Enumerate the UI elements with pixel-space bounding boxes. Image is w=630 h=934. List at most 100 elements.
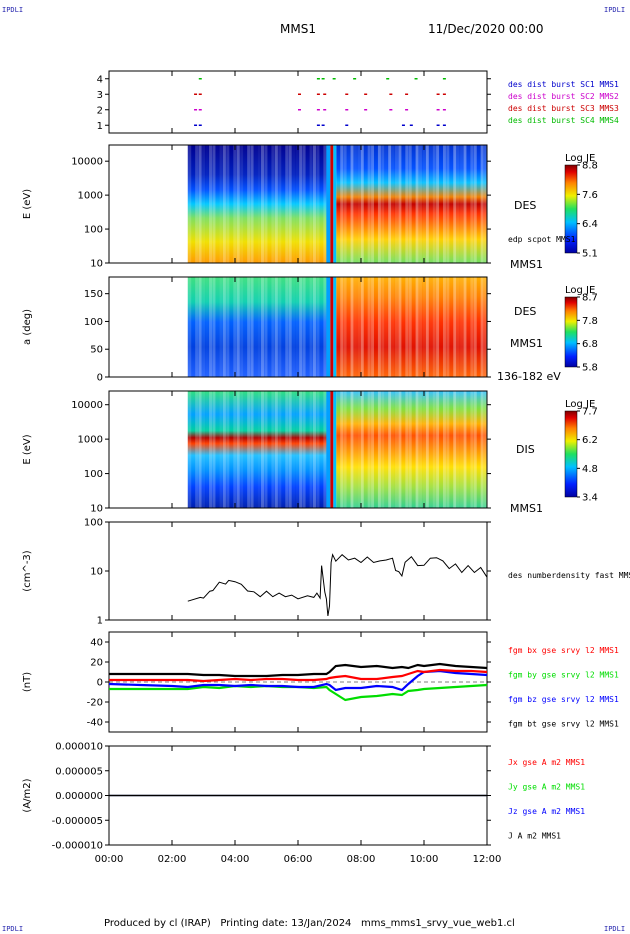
y-tick-label: 10 — [90, 567, 103, 578]
heatmap-column — [415, 145, 420, 263]
heatmap-column — [312, 391, 317, 508]
legend-entry: des numberdensity fast MMS1 — [508, 571, 630, 580]
heatmap-column — [425, 391, 430, 508]
heatmap-column — [421, 391, 426, 508]
heatmap-column — [401, 391, 406, 508]
heatmap-column — [218, 145, 223, 263]
panel-side-label: MMS1 — [510, 502, 543, 515]
heatmap-column — [370, 145, 375, 263]
legend-entry: des dist burst SC2 MMS2 — [508, 92, 619, 101]
heatmap-column — [384, 391, 389, 508]
heatmap-column — [370, 391, 375, 508]
heatmap-column — [452, 391, 457, 508]
heatmap-column — [201, 145, 206, 263]
heatmap-column — [339, 145, 344, 263]
heatmap-column — [250, 277, 255, 377]
heatmap-column — [232, 145, 237, 263]
heatmap-column — [212, 391, 216, 508]
heatmap-column — [459, 391, 464, 508]
heatmap-column — [277, 391, 282, 508]
heatmap-column — [194, 277, 199, 377]
y-tick-label: 4 — [97, 74, 103, 85]
heatmap-column — [232, 277, 237, 377]
heatmap-column — [356, 391, 361, 508]
heatmap-column — [298, 391, 303, 508]
heatmap-column — [401, 277, 406, 377]
heatmap-column — [394, 391, 399, 508]
heatmap-column — [463, 391, 467, 508]
heatmap-column — [483, 145, 488, 263]
heatmap-column — [350, 145, 354, 263]
footer-printing-date: Printing date: 13/Jan/2024 — [220, 918, 352, 929]
heatmap-column — [380, 277, 385, 377]
heatmap-column — [411, 145, 416, 263]
colorbar-title: Log JE — [565, 153, 595, 164]
heatmap-column — [360, 391, 365, 508]
heatmap-column — [257, 277, 262, 377]
y-tick-label: 100 — [84, 469, 103, 480]
heatmap-column — [428, 391, 433, 508]
heatmap-column — [449, 391, 454, 508]
y-tick-label: 10000 — [71, 400, 103, 411]
y-tick-label: 150 — [84, 289, 103, 300]
corner-tag-top-left: IPDLI — [2, 6, 24, 14]
heatmap-column — [480, 277, 485, 377]
heatmap-column — [377, 145, 382, 263]
des-pitch-spectrogram — [187, 277, 488, 377]
corner-tag-bottom-right: IPDLI — [604, 925, 626, 933]
heatmap-column — [363, 391, 368, 508]
colorbar-tick-label: 6.8 — [582, 339, 598, 350]
density-series-line — [187, 553, 488, 616]
heatmap-column — [353, 391, 358, 508]
x-tick-label: 04:00 — [221, 854, 250, 865]
heatmap-column — [326, 277, 331, 377]
heatmap-column — [246, 277, 251, 377]
colorbar-tick-label: 8.7 — [582, 293, 598, 304]
heatmap-column — [336, 145, 341, 263]
heatmap-column — [250, 145, 255, 263]
burst-panel-frame — [108, 70, 488, 134]
heatmap-column — [284, 145, 289, 263]
heatmap-column — [401, 145, 406, 263]
heatmap-column — [250, 391, 255, 508]
y-tick-label: 0.000010 — [55, 742, 103, 753]
heatmap-column — [305, 391, 310, 508]
heatmap-column — [326, 391, 331, 508]
colorbar-tick-label: 6.2 — [582, 435, 598, 446]
footer-filename: mms_mms1_srvy_vue_web1.cl — [360, 918, 515, 929]
heatmap-column — [205, 277, 210, 377]
heatmap-column — [225, 277, 230, 377]
x-tick-label: 08:00 — [347, 854, 376, 865]
heatmap-column — [463, 277, 467, 377]
heatmap-column — [267, 277, 272, 377]
heatmap-column — [284, 391, 289, 508]
colorbar-title: Log JE — [565, 399, 595, 410]
colorbar-tick-label: 5.1 — [582, 249, 598, 260]
y-tick-label: 100 — [84, 518, 103, 529]
heatmap-column — [246, 145, 251, 263]
y-axis-label: (A/m2) — [22, 778, 33, 812]
y-tick-label: 0.000000 — [55, 791, 103, 802]
y-axis-label: a (deg) — [22, 309, 33, 345]
legend-entry: des dist burst SC1 MMS1 — [508, 80, 619, 89]
heatmap-column — [257, 391, 262, 508]
heatmap-column — [469, 145, 474, 263]
heatmap-column — [191, 277, 196, 377]
heatmap-column — [439, 391, 443, 508]
heatmap-column — [384, 145, 389, 263]
heatmap-column — [445, 145, 450, 263]
heatmap-column — [253, 145, 258, 263]
colorbar-tick-label: 7.6 — [582, 190, 598, 201]
heatmap-column — [302, 277, 307, 377]
legend-entry: des dist burst SC4 MMS4 — [508, 116, 619, 125]
panel-side-label: DES — [514, 199, 536, 212]
footer-line: Produced by cl (IRAP) Printing date: 13/… — [104, 918, 515, 929]
heatmap-column — [236, 145, 241, 263]
heatmap-column — [215, 277, 220, 377]
y-axis-label: E (eV) — [22, 434, 33, 464]
y-tick-label: 3 — [97, 90, 103, 101]
y-tick-label: 10 — [90, 259, 103, 270]
y-axis-label: (cm^-3) — [22, 550, 33, 591]
heatmap-column — [322, 391, 327, 508]
heatmap-column — [339, 391, 344, 508]
